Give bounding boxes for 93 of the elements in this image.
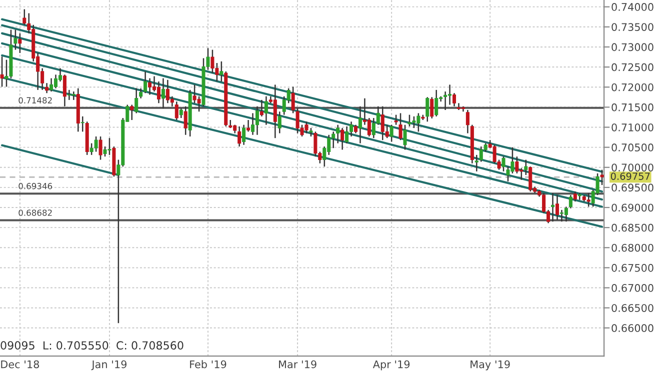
candlestick	[524, 159, 528, 176]
candlestick	[130, 104, 134, 121]
y-tick-label: 0.72000	[612, 83, 654, 92]
candlestick	[174, 100, 178, 121]
candlestick	[139, 88, 143, 99]
y-tick-label: 0.70000	[612, 164, 654, 172]
candlestick	[260, 99, 264, 118]
candlestick	[45, 82, 49, 94]
candlestick	[551, 192, 555, 222]
candlestick	[466, 109, 470, 134]
candlestick	[426, 96, 430, 122]
x-tick-label: Feb '19	[190, 360, 226, 368]
candlestick	[452, 92, 456, 107]
candlestick	[474, 154, 478, 172]
candlestick	[134, 88, 138, 114]
candlestick	[398, 112, 402, 141]
candlestick	[161, 78, 165, 109]
candlestick	[444, 90, 448, 111]
y-tick-label: 0.67000	[612, 284, 654, 292]
y-tick-label: 0.74000	[612, 3, 654, 11]
candlestick	[515, 156, 519, 174]
candlestick	[54, 74, 58, 89]
y-tick-label: 0.72500	[612, 63, 654, 72]
x-tick-label: May '19	[470, 360, 510, 370]
candlestick	[600, 169, 604, 186]
candlestick	[314, 131, 318, 158]
y-tick-label: 0.69000	[612, 204, 654, 212]
candlestick	[50, 78, 54, 92]
candlestick	[502, 156, 506, 172]
candlestick	[358, 106, 362, 144]
candlestick	[197, 96, 201, 112]
candlestick	[278, 110, 282, 134]
candlestick	[403, 124, 407, 150]
y-tick-label: 0.69500	[612, 184, 654, 192]
ref-line-label: 0.69346	[18, 182, 52, 190]
candlestick	[264, 96, 268, 126]
candlestick	[238, 126, 242, 148]
y-tick-label: 0.70500	[612, 144, 654, 152]
candlestick	[340, 127, 344, 150]
candlestick	[528, 166, 532, 192]
candlestick	[210, 49, 214, 74]
candlestick	[22, 8, 26, 26]
x-tick-label: Mar '19	[279, 360, 316, 368]
candlestick	[242, 124, 246, 146]
candlestick	[228, 119, 232, 129]
y-tick-label: 0.73000	[612, 43, 654, 52]
y-tick-label: 0.71000	[612, 123, 654, 132]
candlestick	[255, 106, 259, 136]
candlestick	[80, 116, 84, 132]
candlestick	[62, 74, 66, 107]
candlestick	[156, 80, 160, 104]
candlestick	[564, 206, 568, 222]
candlestick	[291, 86, 295, 114]
candlestick	[390, 124, 394, 142]
candlestick	[394, 114, 398, 126]
candlestick	[18, 32, 22, 54]
ref-line-label: 0.69757	[610, 172, 650, 180]
candlestick	[14, 29, 18, 50]
candlestick	[179, 108, 183, 119]
candlestick	[578, 192, 582, 201]
y-tick-label: 0.68000	[612, 244, 654, 252]
x-tick-label: Dec '18	[1, 360, 40, 368]
candlestick	[148, 78, 152, 96]
candlestick	[430, 96, 434, 120]
x-tick-label: Jan '19	[91, 360, 126, 370]
candlestick	[434, 89, 438, 118]
candlestick	[573, 190, 577, 202]
candlestick	[72, 90, 76, 101]
candlestick	[345, 126, 349, 144]
candlestick	[367, 117, 371, 138]
candlestick	[98, 136, 102, 160]
x-tick-label: Apr '19	[372, 360, 410, 370]
y-tick-label: 0.71500	[612, 103, 654, 112]
y-tick-label: 0.66500	[612, 304, 654, 312]
y-tick-label: 0.68500	[612, 224, 654, 232]
ref-line-label: 0.71482	[18, 97, 52, 104]
candlestick	[555, 194, 559, 221]
candlestick	[251, 112, 255, 136]
y-tick-label: 0.67500	[612, 264, 654, 272]
candlestick	[0, 56, 4, 88]
candlestick	[246, 119, 250, 132]
candlestick	[273, 84, 277, 139]
y-tick-label: 0.66000	[612, 324, 654, 332]
candlestick	[220, 60, 224, 82]
candlestick	[144, 70, 148, 94]
candlestick	[184, 106, 188, 136]
candlestick	[336, 124, 340, 144]
candlestick	[568, 194, 572, 209]
candlestick	[94, 136, 98, 152]
annotation: 09095 L: 0.705550 C: 0.708560	[0, 341, 184, 350]
y-tick-label: 0.73500	[612, 23, 654, 31]
candlestick	[586, 192, 590, 208]
ref-line-label: 0.68682	[18, 210, 52, 216]
